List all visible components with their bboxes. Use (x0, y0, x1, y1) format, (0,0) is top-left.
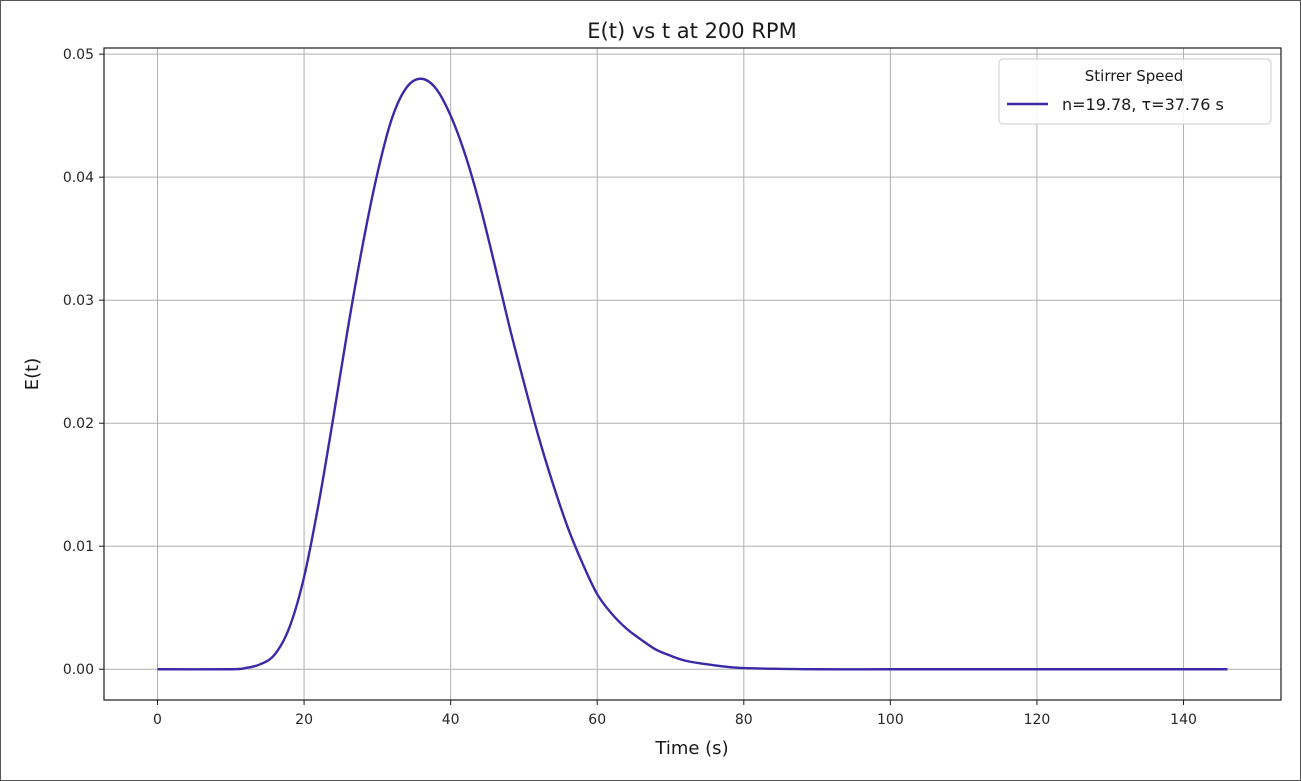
legend-entry-label: n=19.78, τ=37.76 s (1062, 95, 1224, 114)
x-tick-label: 80 (735, 712, 753, 728)
y-tick-label: 0.00 (63, 662, 94, 678)
y-tick-label: 0.05 (63, 47, 94, 63)
y-tick-label: 0.01 (63, 539, 94, 555)
y-tick-label: 0.03 (63, 293, 94, 309)
x-tick-label: 120 (1024, 712, 1051, 728)
x-tick-label: 20 (295, 712, 313, 728)
legend: Stirrer Speed n=19.78, τ=37.76 s (998, 58, 1272, 125)
x-axis-label: Time (s) (654, 738, 728, 759)
plot-area-border (103, 47, 1282, 701)
y-tick-label: 0.02 (63, 416, 94, 432)
x-tick-label: 40 (442, 712, 460, 728)
y-axis-label: E(t) (22, 358, 43, 390)
x-tick-label: 60 (588, 712, 606, 728)
y-tick-label: 0.04 (63, 170, 94, 186)
x-axis-ticks: 0 20 40 60 80 100 120 140 (153, 700, 1197, 728)
x-tick-label: 100 (877, 712, 904, 728)
legend-box (998, 58, 1272, 125)
chart-title: E(t) vs t at 200 RPM (587, 19, 796, 43)
series-line (157, 77, 1228, 671)
y-axis-ticks: 0.00 0.01 0.02 0.03 0.04 0.05 (63, 47, 104, 678)
legend-title: Stirrer Speed (1085, 67, 1184, 85)
x-tick-label: 140 (1170, 712, 1197, 728)
series-layer (157, 77, 1228, 671)
grid-lines (104, 48, 1281, 700)
x-tick-label: 0 (153, 712, 162, 728)
